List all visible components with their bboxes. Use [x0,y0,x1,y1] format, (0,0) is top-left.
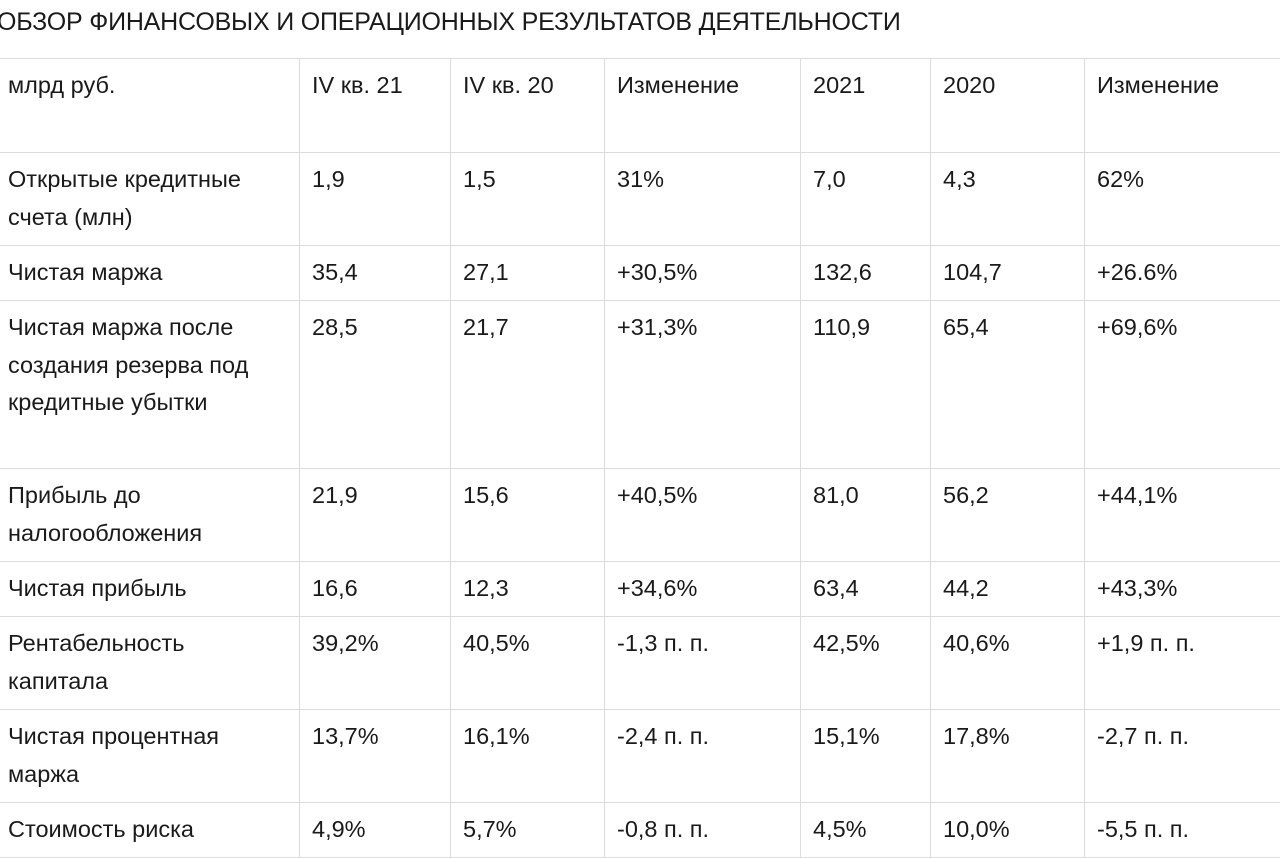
header-2020: 2020 [931,59,1085,153]
table-row: Прибыль до налогообложения 21,9 15,6 +40… [0,469,1280,562]
cell-value: 4,9% [300,803,451,858]
cell-value: 42,5% [801,617,931,710]
cell-change: +26.6% [1085,246,1280,301]
cell-value: 15,6 [451,469,605,562]
cell-change: +40,5% [605,469,801,562]
table-row: Открытые кредитные счета (млн) 1,9 1,5 3… [0,153,1280,246]
cell-value: 81,0 [801,469,931,562]
cell-change: +34,6% [605,562,801,617]
cell-value: 28,5 [300,301,451,469]
row-label: Чистая маржа [0,246,300,301]
cell-value: 40,6% [931,617,1085,710]
cell-change: +1,9 п. п. [1085,617,1280,710]
cell-value: 56,2 [931,469,1085,562]
cell-value: 1,9 [300,153,451,246]
row-label: Чистая маржа после создания резерва под … [0,301,300,469]
cell-change: +30,5% [605,246,801,301]
cell-change: +69,6% [1085,301,1280,469]
cell-value: 63,4 [801,562,931,617]
header-q4-20: IV кв. 20 [451,59,605,153]
cell-change: +31,3% [605,301,801,469]
row-label: Чистая процентная маржа [0,710,300,803]
cell-value: 4,3 [931,153,1085,246]
table-row: Чистая маржа 35,4 27,1 +30,5% 132,6 104,… [0,246,1280,301]
table-header-row: млрд руб. IV кв. 21 IV кв. 20 Изменение … [0,59,1280,153]
cell-value: 21,7 [451,301,605,469]
cell-value: 13,7% [300,710,451,803]
row-label: Стоимость риска [0,803,300,858]
cell-value: 4,5% [801,803,931,858]
results-table: млрд руб. IV кв. 21 IV кв. 20 Изменение … [0,58,1280,858]
cell-value: 10,0% [931,803,1085,858]
cell-change: -5,5 п. п. [1085,803,1280,858]
cell-value: 44,2 [931,562,1085,617]
cell-value: 132,6 [801,246,931,301]
cell-change: -0,8 п. п. [605,803,801,858]
cell-value: 17,8% [931,710,1085,803]
cell-value: 7,0 [801,153,931,246]
row-label: Прибыль до налогообложения [0,469,300,562]
header-year-change: Изменение [1085,59,1280,153]
cell-value: 39,2% [300,617,451,710]
cell-change: -2,7 п. п. [1085,710,1280,803]
cell-value: 16,6 [300,562,451,617]
cell-value: 1,5 [451,153,605,246]
header-unit: млрд руб. [0,59,300,153]
table-row: Стоимость риска 4,9% 5,7% -0,8 п. п. 4,5… [0,803,1280,858]
cell-value: 21,9 [300,469,451,562]
cell-value: 35,4 [300,246,451,301]
cell-change: +43,3% [1085,562,1280,617]
cell-value: 27,1 [451,246,605,301]
cell-value: 15,1% [801,710,931,803]
row-label: Открытые кредитные счета (млн) [0,153,300,246]
cell-change: 31% [605,153,801,246]
cell-value: 110,9 [801,301,931,469]
table-row: Рентабельность капитала 39,2% 40,5% -1,3… [0,617,1280,710]
page-title: ОБЗОР ФИНАНСОВЫХ И ОПЕРАЦИОННЫХ РЕЗУЛЬТА… [0,8,901,37]
row-label: Рентабельность капитала [0,617,300,710]
table-row: Чистая прибыль 16,6 12,3 +34,6% 63,4 44,… [0,562,1280,617]
table-row: Чистая процентная маржа 13,7% 16,1% -2,4… [0,710,1280,803]
cell-value: 12,3 [451,562,605,617]
cell-change: 62% [1085,153,1280,246]
cell-change: -1,3 п. п. [605,617,801,710]
header-q4-21: IV кв. 21 [300,59,451,153]
header-quarter-change: Изменение [605,59,801,153]
table-row: Чистая маржа после создания резерва под … [0,301,1280,469]
cell-value: 40,5% [451,617,605,710]
cell-value: 104,7 [931,246,1085,301]
cell-value: 16,1% [451,710,605,803]
cell-change: +44,1% [1085,469,1280,562]
header-2021: 2021 [801,59,931,153]
cell-value: 5,7% [451,803,605,858]
cell-change: -2,4 п. п. [605,710,801,803]
row-label: Чистая прибыль [0,562,300,617]
cell-value: 65,4 [931,301,1085,469]
